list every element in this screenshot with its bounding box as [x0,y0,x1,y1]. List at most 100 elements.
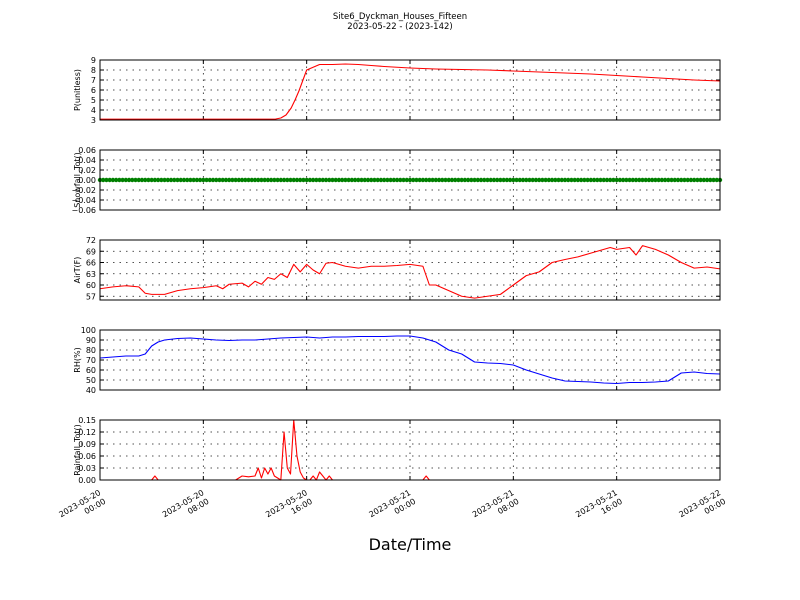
y-tick-label: 69 [86,247,96,256]
data-point [465,177,471,183]
data-point [572,177,577,183]
data-point [679,177,684,183]
y-tick-label: 57 [86,292,96,301]
data-point [543,177,548,183]
y-tick-label: 63 [86,270,96,279]
data-point [117,177,122,183]
data-point [695,177,700,183]
panel-3: 57 60 63 66 69 72 AirT(F) [73,236,721,301]
data-point [385,177,390,183]
y-tick-label: 3 [91,116,96,125]
y-tick-label: 80 [86,346,96,355]
data-point [501,177,506,183]
data-point [527,177,532,183]
data-point [488,177,493,183]
data-point [178,177,183,183]
data-point [417,177,422,183]
data-point [262,177,267,183]
data-point [304,177,309,183]
data-point [259,177,264,183]
data-point [604,177,610,183]
y-tick-label: 0.06 [78,146,96,155]
data-point [346,177,351,183]
data-point [414,177,419,183]
data-point [614,177,619,183]
data-point [446,177,451,183]
data-point [310,177,316,183]
y-tick-label: 60 [86,281,96,290]
data-point [294,177,300,183]
data-point [440,177,445,183]
data-point [265,177,271,183]
data-point [595,177,600,183]
data-point [546,177,552,183]
y-tick-label: 4 [91,106,96,115]
data-point [333,177,338,183]
data-point [559,177,564,183]
data-point [133,177,138,183]
data-point [375,177,380,183]
data-point [578,177,584,183]
data-point [327,177,332,183]
data-point [485,177,490,183]
data-point [456,177,461,183]
data-point [268,177,274,183]
data-point [365,177,371,183]
data-point [126,177,132,183]
series-line-1 [99,245,721,299]
data-point [482,177,487,183]
y-tick-label: 6 [91,86,96,95]
data-point [378,177,384,183]
y-tick-label: 0.02 [78,166,96,175]
data-point [272,177,277,183]
data-point [540,177,545,183]
data-point [343,177,348,183]
panel-2: −0.06−0.04−0.020.000.020.040.06Snowfall_… [71,146,723,215]
data-point [407,177,413,183]
y-tick-label: 72 [86,236,96,245]
data-point [598,177,603,183]
x-axis-label: Date/Time [369,535,452,554]
data-point [666,177,671,183]
data-point [685,177,690,183]
data-point [701,177,707,183]
data-point [462,177,468,183]
data-point [362,177,367,183]
chart-title: Site6_Dyckman_Houses_Fifteen [333,12,467,22]
data-point [184,177,190,183]
data-point [566,177,571,183]
data-point [359,177,364,183]
data-point [472,177,477,183]
plot-frame [99,239,721,301]
data-point [320,177,326,183]
data-point [256,177,261,183]
data-point [207,177,212,183]
y-axis-label: AirT(F) [73,257,82,284]
data-point [191,177,196,183]
data-point [514,177,519,183]
data-point [588,177,594,183]
data-point [669,177,674,183]
data-point [411,177,416,183]
data-point [624,177,629,183]
data-point [275,177,280,183]
data-point [249,177,254,183]
data-point [520,177,526,183]
data-point [236,177,242,183]
y-tick-label: 0.06 [78,452,96,461]
data-point [130,177,135,183]
data-point [152,177,158,183]
y-tick-label: 8 [91,66,96,75]
y-axis-label: Rainfall_Tot() [73,424,82,476]
data-point [188,177,193,183]
data-point [339,177,345,183]
data-point [688,177,694,183]
data-point [330,177,335,183]
snowfall-points [97,177,723,183]
